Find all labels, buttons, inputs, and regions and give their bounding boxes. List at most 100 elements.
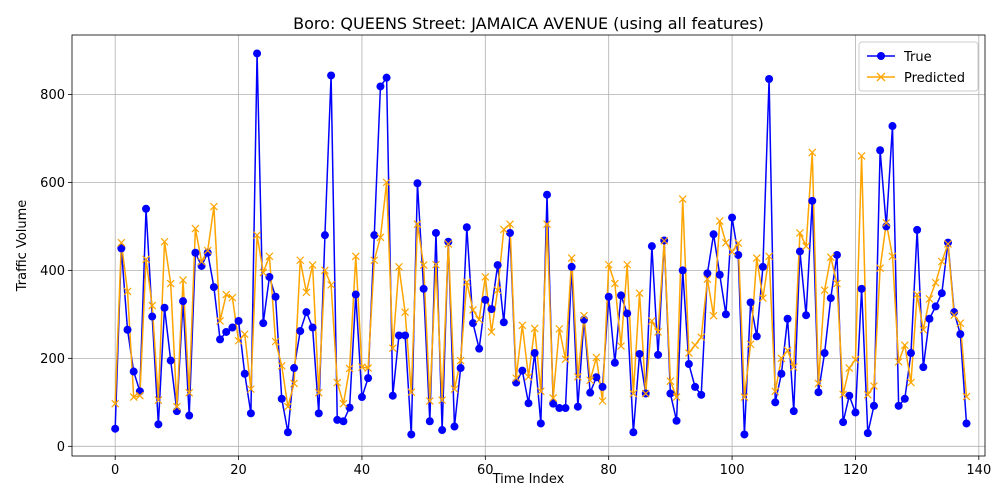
data-point-true bbox=[586, 388, 595, 397]
data-point-predicted bbox=[432, 260, 440, 269]
data-point-predicted bbox=[216, 317, 224, 325]
data-point-true bbox=[629, 428, 638, 437]
data-point-predicted bbox=[327, 280, 336, 289]
data-point-true bbox=[253, 49, 262, 58]
data-point-predicted bbox=[475, 315, 484, 324]
data-point-true bbox=[512, 378, 521, 387]
data-point-true bbox=[320, 231, 329, 240]
data-point-true bbox=[734, 250, 743, 259]
data-point-true bbox=[438, 426, 447, 435]
data-point-true bbox=[345, 403, 354, 412]
data-point-predicted bbox=[512, 374, 521, 383]
data-point-predicted bbox=[549, 394, 558, 402]
data-point-predicted bbox=[561, 355, 570, 364]
data-point-true bbox=[505, 228, 514, 237]
data-point-predicted bbox=[771, 387, 780, 396]
data-point-predicted bbox=[740, 393, 749, 401]
data-point-true bbox=[919, 363, 928, 372]
data-point-true bbox=[160, 303, 169, 312]
data-point-predicted bbox=[419, 261, 428, 270]
data-point-true bbox=[524, 399, 533, 408]
data-point-true bbox=[697, 390, 706, 399]
data-point-predicted bbox=[697, 333, 706, 342]
data-point-true bbox=[635, 349, 644, 358]
data-point-true bbox=[678, 266, 687, 275]
data-point-predicted bbox=[123, 287, 132, 296]
data-point-predicted bbox=[364, 364, 373, 372]
y-tick-label: 400 bbox=[40, 264, 65, 279]
data-point-true bbox=[240, 369, 249, 378]
data-point-true bbox=[172, 407, 181, 416]
data-point-predicted bbox=[370, 256, 379, 265]
data-point-predicted bbox=[493, 286, 502, 295]
data-point-true bbox=[308, 323, 317, 332]
data-point-true bbox=[795, 247, 804, 256]
data-point-true bbox=[857, 284, 866, 293]
data-point-true bbox=[117, 244, 126, 253]
data-point-predicted bbox=[222, 290, 231, 299]
data-point-true bbox=[518, 366, 527, 375]
data-point-predicted bbox=[604, 260, 613, 269]
data-point-true bbox=[592, 373, 601, 382]
data-point-predicted bbox=[536, 387, 545, 396]
data-point-true bbox=[487, 305, 496, 314]
data-point-true bbox=[314, 409, 323, 418]
data-point-predicted bbox=[518, 321, 527, 330]
legend: True Predicted bbox=[858, 41, 979, 92]
data-point-predicted bbox=[586, 376, 595, 385]
data-point-predicted bbox=[246, 385, 255, 394]
data-point-true bbox=[277, 394, 286, 403]
data-point-true bbox=[265, 272, 274, 281]
data-point-predicted bbox=[228, 293, 237, 302]
data-point-predicted bbox=[308, 261, 317, 270]
data-point-true bbox=[197, 261, 206, 270]
data-point-true bbox=[555, 404, 564, 413]
data-point-predicted bbox=[672, 393, 681, 401]
y-tick-label: 800 bbox=[40, 88, 65, 103]
data-point-predicted bbox=[191, 224, 200, 233]
ticks: 0 20 40 60 80 100 120 140 0 200 400 600 800 bbox=[40, 88, 991, 478]
data-point-predicted bbox=[839, 390, 848, 399]
data-point-predicted bbox=[265, 252, 274, 261]
data-point-predicted bbox=[462, 278, 471, 287]
data-point-true bbox=[394, 331, 403, 340]
data-point-predicted bbox=[580, 311, 588, 320]
data-point-true bbox=[604, 292, 613, 301]
data-point-predicted bbox=[907, 378, 915, 387]
data-point-true bbox=[709, 230, 718, 239]
data-point-true bbox=[388, 391, 397, 400]
data-point-true bbox=[771, 398, 780, 407]
data-point-predicted bbox=[678, 195, 687, 204]
data-point-predicted bbox=[154, 396, 163, 405]
data-point-predicted bbox=[179, 276, 187, 284]
data-point-predicted bbox=[900, 341, 909, 350]
data-point-predicted bbox=[931, 278, 940, 287]
data-point-true bbox=[758, 262, 767, 271]
data-point-true bbox=[450, 422, 459, 431]
data-point-true bbox=[296, 327, 305, 336]
data-point-true bbox=[580, 315, 589, 324]
data-point-predicted bbox=[388, 344, 397, 353]
data-point-predicted bbox=[413, 220, 422, 229]
data-point-predicted bbox=[623, 260, 632, 269]
data-point-true bbox=[691, 382, 700, 391]
data-point-predicted bbox=[395, 262, 403, 271]
legend-marker-true bbox=[877, 52, 885, 60]
data-point-predicted bbox=[746, 340, 755, 349]
data-point-predicted bbox=[925, 295, 934, 303]
data-point-true bbox=[721, 310, 730, 319]
data-point-true bbox=[302, 308, 311, 317]
data-point-predicted bbox=[913, 290, 922, 299]
data-point-predicted bbox=[197, 257, 206, 266]
data-point-predicted bbox=[950, 311, 959, 320]
y-axis-title: Traffic Volume bbox=[15, 200, 30, 293]
data-point-predicted bbox=[919, 325, 928, 334]
data-point-predicted bbox=[654, 328, 662, 336]
data-point-predicted bbox=[715, 217, 724, 226]
data-point-predicted bbox=[598, 397, 607, 405]
data-point-true bbox=[839, 418, 848, 427]
data-point-true bbox=[370, 231, 379, 240]
data-point-predicted bbox=[321, 266, 329, 275]
data-point-predicted bbox=[857, 152, 866, 160]
